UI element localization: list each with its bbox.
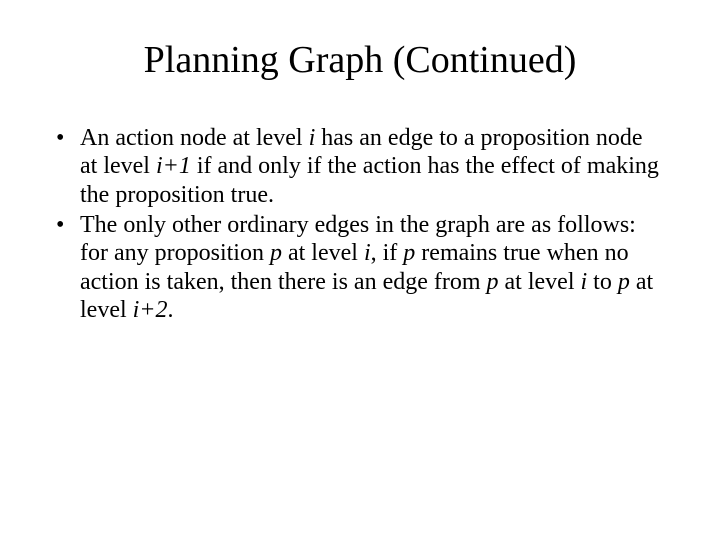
text-segment: p — [270, 240, 282, 266]
text-segment: p — [487, 269, 499, 295]
text-segment: to — [587, 269, 618, 295]
text-segment: . — [168, 297, 174, 323]
text-segment: i+2 — [133, 297, 168, 323]
bullet-item: The only other ordinary edges in the gra… — [56, 211, 664, 324]
text-segment: at level — [499, 269, 581, 295]
text-segment: , if — [371, 240, 404, 266]
text-segment: An action node at level — [80, 125, 309, 151]
text-segment: p — [618, 269, 630, 295]
text-segment: i+1 — [156, 153, 191, 179]
bullet-item: An action node at level i has an edge to… — [56, 124, 664, 209]
slide: Planning Graph (Continued) An action nod… — [0, 0, 720, 540]
slide-title: Planning Graph (Continued) — [48, 38, 672, 82]
text-segment: at level — [282, 240, 364, 266]
bullet-list: An action node at level i has an edge to… — [48, 124, 672, 324]
text-segment: i — [364, 240, 371, 266]
text-segment: p — [403, 240, 415, 266]
